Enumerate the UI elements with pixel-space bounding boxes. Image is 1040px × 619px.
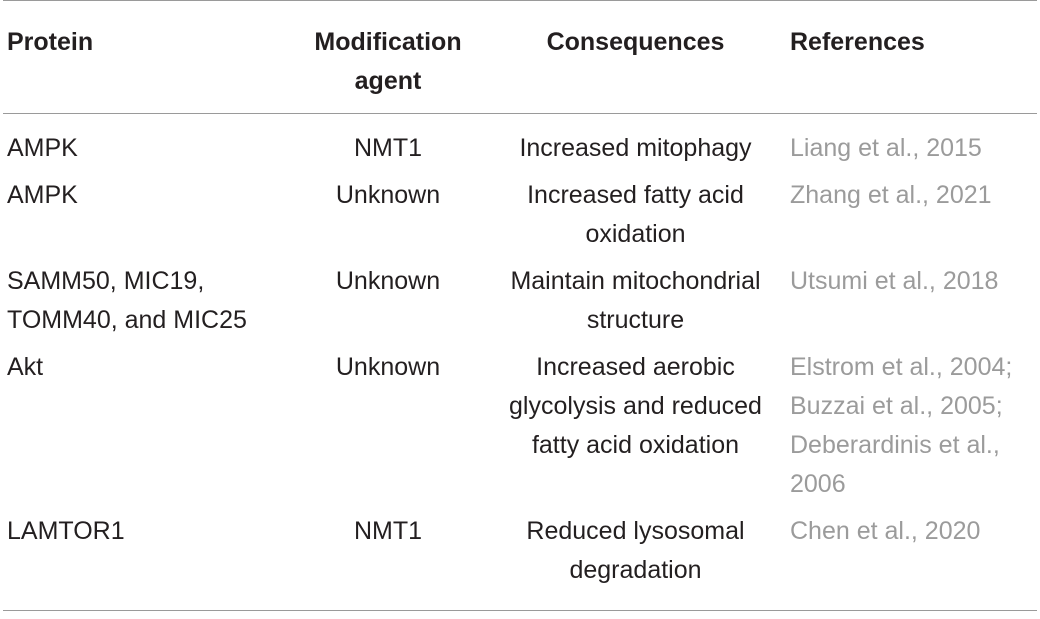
cell-consequences: Maintain mitochondrial structure [510,267,761,334]
cell-consequences: Increased aerobic glycolysis and reduced… [509,353,762,459]
cell-agent: NMT1 [353,517,423,545]
table-header: Protein Modification agent Consequences … [3,0,1037,114]
cell-consequences: Reduced lysosomal degradation [526,517,745,584]
table-row: Akt Unknown Increased aerobic glycolysis… [3,348,1037,512]
cell-consequences: Increased fatty acid oxidation [527,181,744,248]
table-row: SAMM50, MIC19, TOMM40, and MIC25 Unknown… [3,262,1037,348]
table-row: AMPK NMT1 Increased mitophagy Liang et a… [3,114,1037,177]
header-references: References [790,28,925,56]
header-modification-agent: Modification agent [314,28,462,95]
cell-agent: Unknown [335,181,441,209]
cell-protein: AMPK [7,134,78,162]
cell-consequences: Increased mitophagy [519,134,752,162]
table-row: LAMTOR1 NMT1 Reduced lysosomal degradati… [3,512,1037,611]
cell-protein: Akt [7,353,44,381]
cell-reference-link[interactable]: Elstrom et al., 2004; Buzzai et al., 200… [790,353,1013,498]
table-body: AMPK NMT1 Increased mitophagy Liang et a… [3,114,1037,611]
cell-reference-link[interactable]: Zhang et al., 2021 [790,181,992,209]
header-consequences: Consequences [546,28,725,56]
header-row: Protein Modification agent Consequences … [3,0,1037,114]
data-table: Protein Modification agent Consequences … [3,0,1037,611]
cell-agent: Unknown [335,353,441,381]
cell-agent: NMT1 [353,134,423,162]
cell-reference-link[interactable]: Chen et al., 2020 [790,517,981,545]
cell-reference-link[interactable]: Liang et al., 2015 [790,134,982,162]
cell-protein: SAMM50, MIC19, TOMM40, and MIC25 [7,267,247,334]
table-row: AMPK Unknown Increased fatty acid oxidat… [3,176,1037,262]
cell-protein: AMPK [7,181,78,209]
header-protein: Protein [7,28,94,56]
cell-agent: Unknown [335,267,441,295]
cell-reference-link[interactable]: Utsumi et al., 2018 [790,267,999,295]
cell-protein: LAMTOR1 [7,517,125,545]
